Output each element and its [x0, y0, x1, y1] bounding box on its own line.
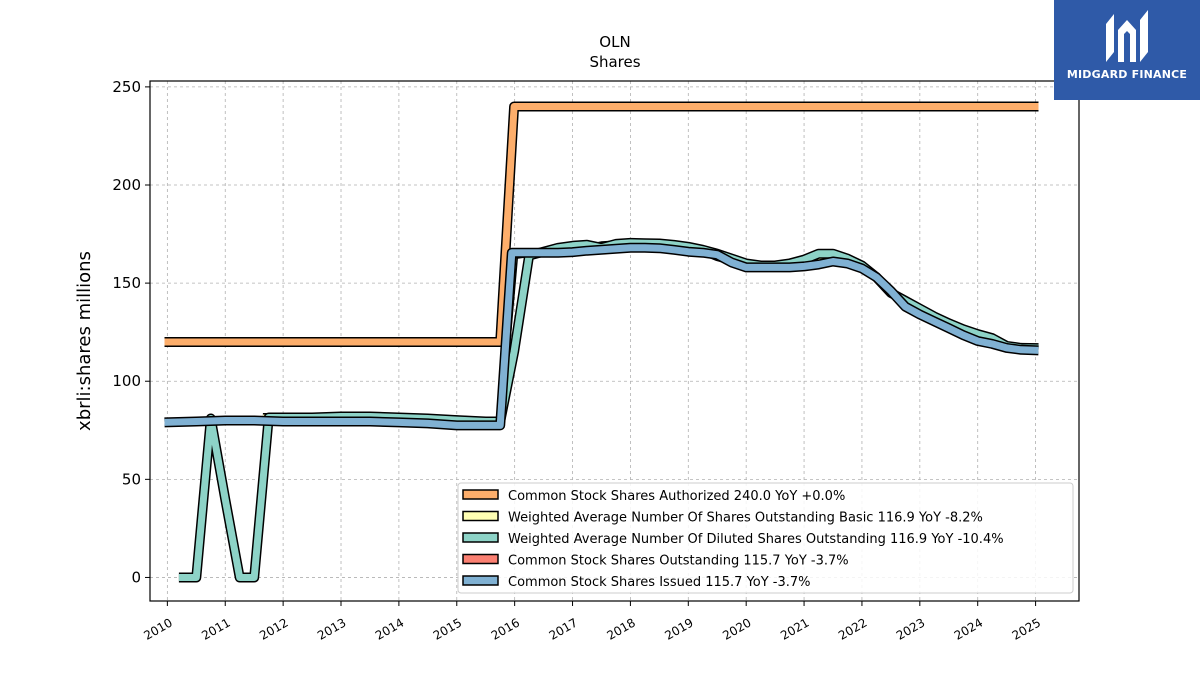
y-tick-label: 50: [122, 470, 141, 488]
brand-logo: MIDGARD FINANCE: [1054, 0, 1200, 100]
x-tick-label: 2018: [604, 615, 637, 642]
x-tick-label: 2019: [662, 615, 695, 642]
x-tick-label: 2020: [720, 615, 753, 642]
y-ticks: 0 50 100 150 200 250: [112, 78, 150, 586]
x-ticks: 2010 2011 2012 2013 2014 2015 2016 2017 2018 2019…: [141, 601, 1043, 643]
plot-frame: [149, 80, 1080, 602]
series-line-1: [164, 101, 1039, 347]
y-tick-label: 0: [131, 568, 141, 586]
chart-subtitle: Shares: [589, 53, 640, 71]
legend-swatch: [462, 510, 499, 522]
legend-label: Common Stock Shares Authorized 240.0 YoY…: [508, 489, 845, 504]
legend: Common Stock Shares Authorized 240.0 YoY…: [457, 482, 1074, 594]
x-tick-label: 2024: [952, 615, 985, 642]
series-lines: [164, 101, 1039, 583]
x-tick-label: 2012: [257, 615, 290, 642]
y-axis-label: xbrli:shares millions: [74, 251, 95, 431]
legend-label: Common Stock Shares Outstanding 115.7 Yo…: [508, 554, 849, 569]
y-tick-label: 200: [112, 176, 141, 194]
legend-swatch: [462, 575, 499, 586]
series-line-5: [164, 242, 1039, 431]
midgard-logo-icon: [1106, 10, 1148, 62]
legend-label: Weighted Average Number Of Diluted Share…: [508, 532, 1004, 547]
brand-name: MIDGARD FINANCE: [1066, 68, 1188, 81]
chart-title: OLN: [599, 33, 630, 51]
series-line-4: [164, 244, 1039, 429]
y-tick-label: 150: [112, 274, 141, 292]
x-tick-label: 2025: [1010, 615, 1043, 642]
x-tick-label: 2011: [199, 615, 232, 642]
x-tick-label: 2023: [894, 615, 927, 642]
legend-swatch: [462, 553, 499, 565]
legend-swatch: [462, 489, 499, 500]
series-line-2: [262, 240, 1039, 424]
y-tick-label: 250: [112, 78, 141, 96]
x-tick-label: 2013: [315, 615, 348, 642]
legend-label: Weighted Average Number Of Shares Outsta…: [508, 511, 983, 526]
legend-swatch: [462, 532, 499, 543]
x-tick-label: 2010: [141, 615, 174, 642]
x-tick-label: 2021: [778, 615, 811, 642]
y-tick-label: 100: [112, 372, 141, 390]
x-tick-label: 2017: [547, 615, 580, 642]
x-tick-label: 2014: [373, 615, 406, 642]
x-tick-label: 2022: [836, 615, 869, 642]
x-tick-label: 2016: [489, 615, 522, 642]
legend-label: Common Stock Shares Issued 115.7 YoY -3.…: [508, 575, 811, 590]
legend-box: [457, 482, 1074, 594]
x-tick-label: 2015: [431, 615, 464, 642]
